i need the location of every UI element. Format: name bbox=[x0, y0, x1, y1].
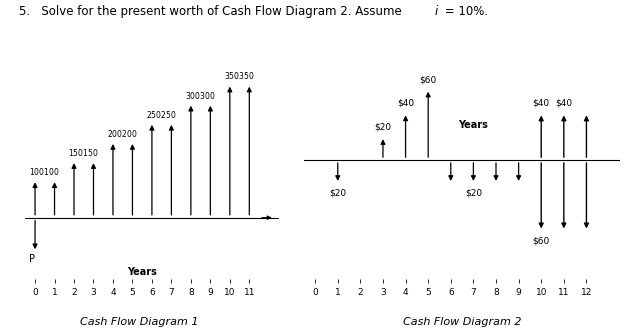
Text: $350 $350: $350 $350 bbox=[224, 70, 255, 81]
Text: $20: $20 bbox=[374, 123, 392, 131]
Text: $60: $60 bbox=[420, 75, 437, 84]
Text: $20: $20 bbox=[329, 189, 346, 198]
Text: Cash Flow Diagram 1: Cash Flow Diagram 1 bbox=[80, 317, 199, 327]
Text: = 10%.: = 10%. bbox=[441, 5, 488, 18]
Text: $100 $100: $100 $100 bbox=[30, 166, 60, 177]
Text: $20: $20 bbox=[465, 189, 482, 198]
Text: Years: Years bbox=[458, 121, 488, 130]
Text: $300 $300: $300 $300 bbox=[185, 90, 216, 101]
Text: i: i bbox=[434, 5, 437, 18]
Text: Cash Flow Diagram 2: Cash Flow Diagram 2 bbox=[403, 317, 522, 327]
Text: $40: $40 bbox=[555, 99, 572, 108]
Text: $40: $40 bbox=[397, 99, 414, 108]
Text: Years: Years bbox=[127, 267, 157, 277]
Text: $40: $40 bbox=[532, 99, 550, 108]
Text: $150 $150: $150 $150 bbox=[68, 147, 99, 158]
Text: 5.   Solve for the present worth of Cash Flow Diagram 2. Assume: 5. Solve for the present worth of Cash F… bbox=[19, 5, 406, 18]
Text: P: P bbox=[29, 254, 35, 264]
Text: $250 $250: $250 $250 bbox=[146, 109, 177, 120]
Text: $200 $200: $200 $200 bbox=[108, 128, 138, 139]
Text: $60: $60 bbox=[532, 236, 550, 245]
